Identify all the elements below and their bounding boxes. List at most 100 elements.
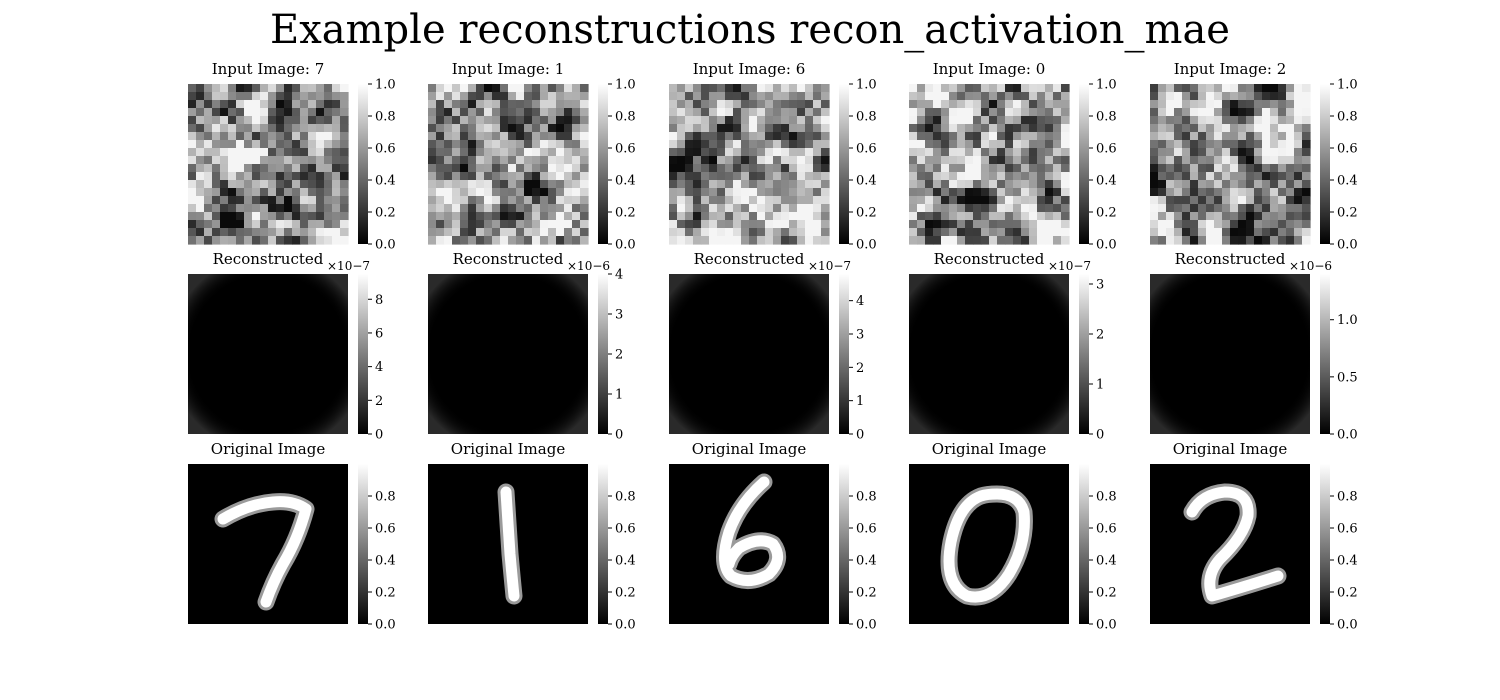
heatmap-cell	[725, 180, 734, 189]
heatmap-cell	[236, 148, 245, 157]
heatmap-cell	[1294, 180, 1303, 189]
heatmap-cell	[781, 156, 790, 165]
heatmap-cell	[484, 220, 493, 229]
heatmap-cell	[1053, 108, 1062, 117]
heatmap-cell	[548, 204, 557, 213]
heatmap-cell	[909, 124, 918, 133]
heatmap-cell	[1053, 124, 1062, 133]
heatmap-cell	[1222, 196, 1231, 205]
heatmap-cell	[973, 108, 982, 117]
heatmap-cell	[997, 124, 1006, 133]
heatmap-cell	[781, 228, 790, 237]
heatmap-cell	[1198, 236, 1207, 245]
heatmap-cell	[292, 140, 301, 149]
heatmap-cell	[1278, 236, 1287, 245]
heatmap-cell	[733, 132, 742, 141]
heatmap-cell	[324, 148, 333, 157]
heatmap-cell	[300, 180, 309, 189]
heatmap-cell	[428, 140, 437, 149]
heatmap-cell	[949, 236, 958, 245]
heatmap-cell	[220, 188, 229, 197]
heatmap-cell	[1206, 132, 1215, 141]
heatmap-cell	[709, 140, 718, 149]
heatmap-cell	[997, 92, 1006, 101]
heatmap-cell	[564, 228, 573, 237]
heatmap-cell	[781, 220, 790, 229]
heatmap-cell	[701, 196, 710, 205]
heatmap-cell	[508, 164, 517, 173]
heatmap-cell	[556, 180, 565, 189]
heatmap-cell	[516, 116, 525, 125]
heatmap-cell	[981, 196, 990, 205]
heatmap-cell	[268, 140, 277, 149]
heatmap-cell	[1214, 180, 1223, 189]
heatmap-cell	[276, 156, 285, 165]
colorbar	[839, 274, 849, 434]
heatmap-cell	[677, 156, 686, 165]
heatmap-cell	[773, 140, 782, 149]
heatmap-cell	[669, 100, 678, 109]
panel-title: Reconstructed	[213, 250, 324, 268]
heatmap-cell	[821, 140, 830, 149]
heatmap-cell	[1021, 172, 1030, 181]
heatmap-cell	[564, 140, 573, 149]
heatmap-cell	[460, 196, 469, 205]
colorbar-tick-label: 0.8	[615, 110, 636, 125]
heatmap-cell	[492, 164, 501, 173]
heatmap-cell	[997, 204, 1006, 213]
heatmap-cell	[1005, 140, 1014, 149]
heatmap-cell	[973, 156, 982, 165]
heatmap-cell	[1174, 124, 1183, 133]
heatmap-cell	[1294, 132, 1303, 141]
heatmap-cell	[733, 180, 742, 189]
heatmap-cell	[580, 148, 589, 157]
heatmap-cell	[1302, 204, 1311, 213]
heatmap-cell	[773, 100, 782, 109]
heatmap-cell	[821, 92, 830, 101]
heatmap-cell	[677, 196, 686, 205]
heatmap-cell	[1166, 228, 1175, 237]
heatmap-cell	[677, 148, 686, 157]
heatmap-cell	[1230, 228, 1239, 237]
heatmap-cell	[933, 172, 942, 181]
heatmap-cell	[1013, 100, 1022, 109]
heatmap-cell	[484, 204, 493, 213]
heatmap-cell	[332, 156, 341, 165]
heatmap-cell	[933, 108, 942, 117]
heatmap-cell	[997, 140, 1006, 149]
heatmap-cell	[757, 124, 766, 133]
heatmap-cell	[1278, 148, 1287, 157]
heatmap-cell	[933, 180, 942, 189]
heatmap-cell	[492, 84, 501, 93]
heatmap-cell	[933, 236, 942, 245]
heatmap-cell	[1278, 220, 1287, 229]
heatmap-cell	[1214, 124, 1223, 133]
heatmap-cell	[316, 140, 325, 149]
heatmap-cell	[1166, 140, 1175, 149]
heatmap-cell	[1270, 156, 1279, 165]
heatmap-cell	[1061, 108, 1070, 117]
heatmap-cell	[500, 228, 509, 237]
heatmap-cell	[1037, 172, 1046, 181]
heatmap-cell	[805, 204, 814, 213]
heatmap-cell	[949, 132, 958, 141]
heatmap-cell	[436, 116, 445, 125]
heatmap-cell	[973, 164, 982, 173]
heatmap-cell	[1037, 124, 1046, 133]
heatmap-cell	[196, 108, 205, 117]
heatmap-cell	[693, 148, 702, 157]
heatmap-cell	[1029, 100, 1038, 109]
heatmap-cell	[1045, 108, 1054, 117]
heatmap-cell	[1294, 156, 1303, 165]
heatmap-cell	[765, 180, 774, 189]
heatmap-cell	[444, 100, 453, 109]
heatmap-cell	[933, 124, 942, 133]
heatmap-cell	[765, 124, 774, 133]
heatmap-cell	[685, 116, 694, 125]
heatmap-cell	[428, 92, 437, 101]
heatmap-cell	[580, 236, 589, 245]
heatmap-cell	[260, 204, 269, 213]
heatmap-cell	[957, 92, 966, 101]
heatmap-cell	[1302, 172, 1311, 181]
